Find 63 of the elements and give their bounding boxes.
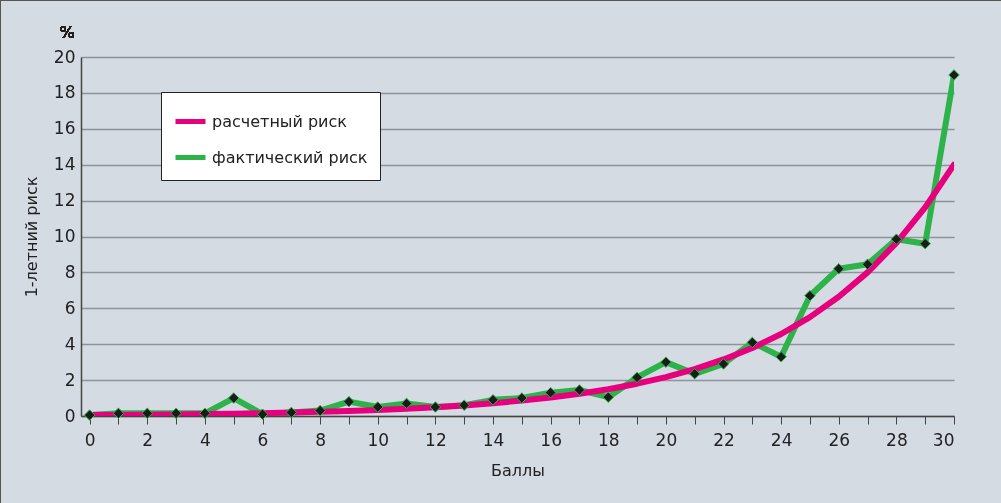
- point: [746, 336, 759, 349]
- y-tick-label: 18: [53, 82, 76, 103]
- x-tick-label: 10: [367, 429, 390, 450]
- point: [83, 409, 96, 421]
- point: [544, 386, 557, 399]
- x-axis-title: Баллы: [491, 460, 545, 480]
- x-tick-label: 30: [932, 429, 955, 450]
- x-tick-label: 14: [482, 429, 505, 450]
- point: [516, 392, 528, 404]
- point: [833, 263, 845, 275]
- point: [660, 356, 672, 368]
- point: [400, 397, 413, 410]
- point: [890, 233, 903, 245]
- point: [199, 407, 211, 420]
- point: [372, 401, 384, 413]
- y-tick-label: 0: [64, 405, 76, 426]
- point: [948, 69, 960, 81]
- x-tick-label: 18: [597, 429, 620, 450]
- x-tick-label: 22: [713, 429, 735, 450]
- point: [602, 391, 614, 403]
- y-tick-label: 12: [53, 190, 76, 211]
- x-tick-label: 4: [199, 429, 211, 450]
- legend-label: расчетный риск: [212, 111, 348, 131]
- y-tick-label: 10: [53, 226, 76, 246]
- y-tick-label: 2: [64, 369, 76, 390]
- text: %: [59, 23, 75, 42]
- point: [804, 289, 816, 302]
- point: [458, 399, 470, 411]
- y-tick-label: 14: [53, 154, 76, 175]
- point: [170, 407, 182, 420]
- x-tick-label: 28: [886, 429, 908, 450]
- x-tick-label: 12: [425, 429, 447, 450]
- x-tick-label: 2: [142, 429, 154, 450]
- point: [314, 404, 326, 417]
- legend-label: фактический риск: [212, 147, 368, 167]
- point: [573, 384, 586, 396]
- y-axis-title: 1-летний риск: [21, 176, 41, 298]
- point: [429, 401, 442, 413]
- point: [141, 407, 154, 420]
- point: [688, 368, 701, 380]
- y-tick-label: 4: [64, 333, 76, 354]
- y-tick-label: 16: [53, 118, 76, 139]
- y-tick-label: 6: [64, 297, 76, 318]
- point: [487, 394, 499, 406]
- x-tick-label: 26: [828, 429, 851, 450]
- x-tick-label: 20: [655, 429, 678, 450]
- point: [285, 406, 298, 419]
- y-tick-label: 20: [53, 46, 76, 67]
- point: [717, 358, 730, 370]
- y-tick-label: 8: [64, 261, 76, 282]
- x-tick-label: 16: [540, 429, 562, 450]
- x-tick-label: 8: [315, 429, 327, 450]
- point: [919, 237, 931, 250]
- x-tick-label: 6: [257, 429, 269, 450]
- point: [256, 408, 269, 420]
- point: [227, 392, 240, 404]
- x-tick-label: 24: [770, 429, 793, 450]
- point: [775, 351, 787, 363]
- point: [861, 258, 874, 271]
- point: [343, 395, 355, 408]
- point: [112, 407, 125, 420]
- point: [631, 371, 643, 384]
- x-tick-label: 0: [84, 429, 96, 450]
